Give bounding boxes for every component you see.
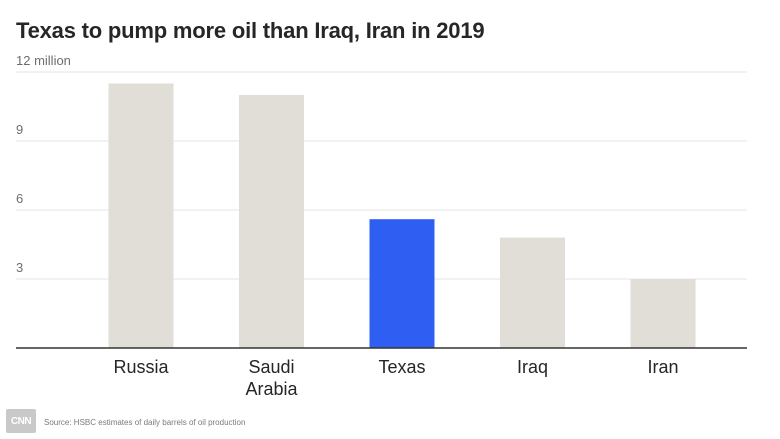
category-label: Iraq: [517, 357, 548, 377]
category-label: Saudi Arabia: [245, 357, 298, 399]
y-tick-label: 3: [16, 260, 23, 275]
bar-russia: [108, 83, 174, 348]
bar-saudi-arabia: [239, 95, 304, 348]
bar-iraq: [500, 237, 565, 348]
category-labels: Russia Saudi Arabia Texas Iraq Iran: [113, 357, 678, 399]
category-label: Texas: [378, 357, 425, 377]
bar-texas: [369, 219, 435, 348]
category-label: Iran: [647, 357, 678, 377]
chart-title: Texas to pump more oil than Iraq, Iran i…: [16, 18, 485, 43]
cnn-logo: CNN: [6, 409, 36, 433]
source-note: Source: HSBC estimates of daily barrels …: [44, 418, 246, 427]
y-tick-label: 12 million: [16, 53, 71, 68]
y-tick-label: 6: [16, 191, 23, 206]
bar-iran: [630, 279, 696, 348]
y-tick-label: 9: [16, 122, 23, 137]
bars: [108, 83, 696, 348]
category-label: Russia: [113, 357, 169, 377]
